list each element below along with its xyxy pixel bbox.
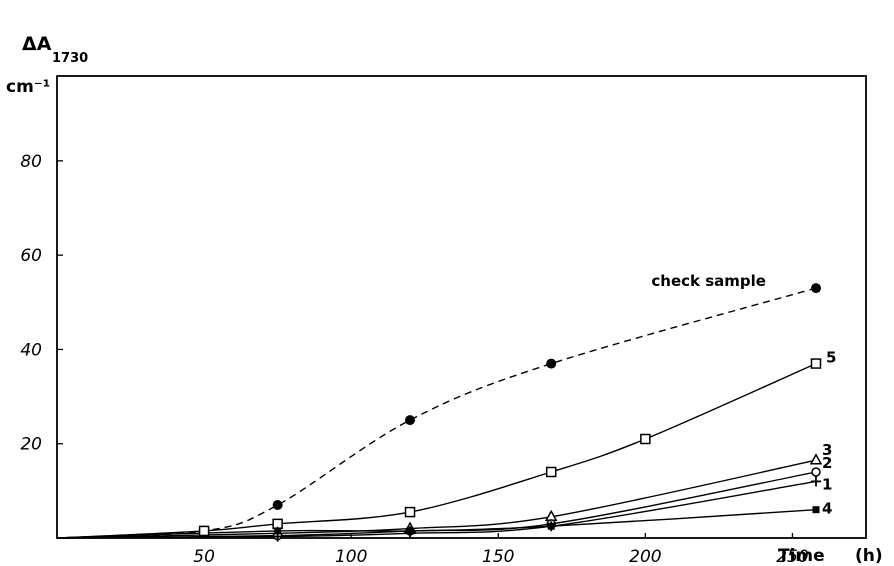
- data-point-check-sample: [546, 358, 557, 369]
- x-axis-title: Time: [778, 546, 825, 566]
- y-axis-title-subscript: 1730: [52, 51, 88, 66]
- series-line-4: [56, 509, 817, 539]
- x-tick-label: 200: [629, 547, 661, 566]
- data-point-3: [809, 453, 823, 465]
- x-tick-label: 50: [193, 547, 215, 566]
- data-point-check-sample: [272, 500, 283, 510]
- series-line-check-sample: [56, 287, 817, 539]
- y-tick-label: 20: [20, 435, 42, 455]
- series-label-4: 4: [822, 500, 832, 518]
- series-label-5: 5: [826, 349, 836, 367]
- data-point-check-sample: [810, 283, 821, 294]
- x-tick-label: 150: [482, 547, 514, 566]
- y-tick-label: 60: [20, 246, 42, 266]
- data-point-5: [404, 506, 416, 518]
- series-line-1: [56, 480, 817, 539]
- series-label-3: 3: [822, 441, 832, 459]
- series-line-3: [56, 459, 817, 539]
- data-point-5: [810, 358, 822, 369]
- series-line-5: [56, 362, 817, 539]
- y-tick-label: 80: [20, 152, 42, 172]
- data-point-1: [810, 476, 821, 487]
- data-point-5: [640, 433, 651, 445]
- y-axis-title: ΔA: [22, 33, 52, 55]
- x-tick-label: 250: [776, 547, 808, 566]
- data-point-4: [812, 506, 820, 514]
- x-tick-label: 100: [335, 547, 367, 566]
- data-point-4: [547, 522, 555, 530]
- series-label-1: 1: [822, 475, 832, 493]
- data-point-2: [811, 467, 821, 477]
- y-axis-unit: cm⁻¹: [6, 77, 50, 97]
- series-label-check-sample: check sample: [651, 272, 766, 290]
- x-axis-unit: (h): [855, 546, 883, 566]
- data-point-4: [406, 527, 414, 535]
- data-point-4: [274, 527, 282, 535]
- data-point-5: [545, 466, 557, 478]
- plot-frame: [56, 75, 867, 539]
- series-line-2: [56, 471, 817, 539]
- series-label-2: 2: [822, 454, 832, 472]
- data-point-5: [198, 525, 210, 537]
- data-point-check-sample: [405, 415, 416, 426]
- y-tick-label: 40: [20, 340, 42, 360]
